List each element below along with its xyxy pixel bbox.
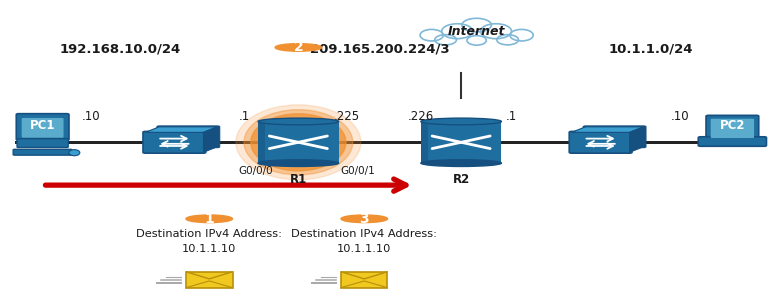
Polygon shape bbox=[572, 127, 643, 132]
Ellipse shape bbox=[438, 23, 515, 44]
Ellipse shape bbox=[497, 35, 518, 45]
FancyBboxPatch shape bbox=[583, 126, 646, 148]
Text: Destination IPv4 Address:: Destination IPv4 Address: bbox=[291, 229, 437, 239]
Ellipse shape bbox=[251, 114, 346, 171]
Bar bbox=[341, 272, 388, 288]
Ellipse shape bbox=[442, 24, 473, 39]
Ellipse shape bbox=[420, 29, 443, 41]
Ellipse shape bbox=[480, 24, 512, 39]
Text: 3: 3 bbox=[360, 212, 369, 226]
Ellipse shape bbox=[467, 35, 487, 45]
Text: PC1: PC1 bbox=[30, 119, 55, 132]
FancyBboxPatch shape bbox=[569, 132, 632, 153]
Text: .1: .1 bbox=[239, 110, 250, 123]
Ellipse shape bbox=[258, 160, 339, 166]
Ellipse shape bbox=[69, 150, 80, 156]
Ellipse shape bbox=[258, 118, 339, 125]
FancyBboxPatch shape bbox=[698, 137, 766, 146]
Bar bbox=[186, 272, 232, 288]
Ellipse shape bbox=[236, 105, 361, 180]
Ellipse shape bbox=[341, 215, 388, 222]
Text: Internet: Internet bbox=[448, 25, 505, 38]
Ellipse shape bbox=[244, 110, 353, 175]
Polygon shape bbox=[146, 127, 217, 132]
Text: .10: .10 bbox=[671, 110, 690, 123]
FancyBboxPatch shape bbox=[13, 149, 72, 155]
Text: 209.165.200.224/3: 209.165.200.224/3 bbox=[310, 43, 449, 55]
Text: 10.1.1.10: 10.1.1.10 bbox=[337, 244, 391, 254]
Text: .1: .1 bbox=[506, 110, 517, 123]
FancyBboxPatch shape bbox=[157, 126, 220, 148]
Ellipse shape bbox=[462, 18, 491, 32]
Text: 192.168.10.0/24: 192.168.10.0/24 bbox=[60, 43, 181, 55]
Text: .226: .226 bbox=[408, 110, 434, 123]
Ellipse shape bbox=[421, 118, 501, 125]
Text: PC2: PC2 bbox=[720, 119, 745, 132]
Text: G0/0/0: G0/0/0 bbox=[239, 166, 273, 176]
FancyBboxPatch shape bbox=[258, 121, 265, 163]
FancyBboxPatch shape bbox=[421, 121, 428, 163]
FancyBboxPatch shape bbox=[711, 119, 754, 138]
FancyBboxPatch shape bbox=[706, 115, 759, 140]
Text: 2: 2 bbox=[294, 40, 303, 54]
Polygon shape bbox=[629, 127, 643, 152]
Ellipse shape bbox=[186, 215, 232, 222]
FancyBboxPatch shape bbox=[421, 121, 501, 163]
FancyBboxPatch shape bbox=[143, 132, 206, 153]
Text: R2: R2 bbox=[453, 173, 470, 185]
Ellipse shape bbox=[435, 35, 456, 45]
Text: G0/0/1: G0/0/1 bbox=[341, 166, 375, 176]
Text: .225: .225 bbox=[334, 110, 360, 123]
Text: .10: .10 bbox=[82, 110, 101, 123]
FancyBboxPatch shape bbox=[17, 139, 68, 147]
Ellipse shape bbox=[421, 160, 501, 166]
Ellipse shape bbox=[275, 44, 322, 51]
FancyBboxPatch shape bbox=[22, 118, 64, 138]
Polygon shape bbox=[203, 127, 217, 152]
Ellipse shape bbox=[510, 29, 533, 41]
FancyBboxPatch shape bbox=[16, 114, 69, 140]
Text: 10.1.1.10: 10.1.1.10 bbox=[182, 244, 236, 254]
Text: R1: R1 bbox=[290, 173, 307, 185]
Text: 10.1.1.0/24: 10.1.1.0/24 bbox=[608, 43, 694, 55]
Text: 1: 1 bbox=[205, 212, 214, 226]
FancyBboxPatch shape bbox=[258, 121, 339, 163]
Text: Destination IPv4 Address:: Destination IPv4 Address: bbox=[136, 229, 282, 239]
